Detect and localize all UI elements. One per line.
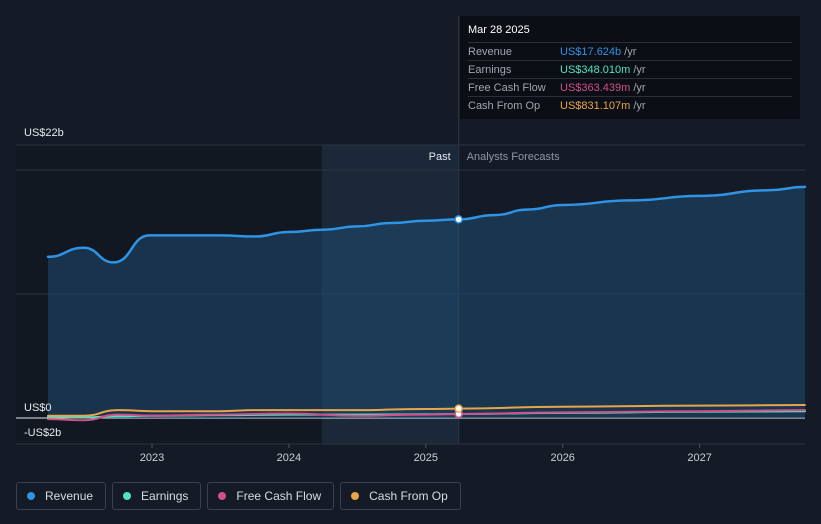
- series-line-revenue: [46, 185, 807, 264]
- past-label: Past: [429, 151, 451, 163]
- tooltip-label: Free Cash Flow: [468, 81, 546, 94]
- tooltip-label: Earnings: [468, 63, 512, 76]
- legend-label: Free Cash Flow: [236, 489, 322, 503]
- point-marker: [454, 404, 463, 413]
- y-axis-label: -US$2b: [24, 427, 61, 439]
- tooltip-value: US$363.439m: [560, 81, 631, 94]
- series-line-free-cash-flow: [47, 409, 806, 422]
- legend-dot-icon: [218, 492, 227, 500]
- tooltip-row-cash-from-op: Cash From Op US$831.107m /yr: [468, 96, 792, 114]
- series-line-cash-from-op: [47, 404, 806, 417]
- legend-label: Revenue: [45, 489, 94, 503]
- x-tick-label: 2027: [687, 452, 711, 464]
- tooltip-label: Cash From Op: [468, 99, 541, 112]
- tooltip-row-revenue: Revenue US$17.624b /yr: [468, 42, 792, 60]
- legend-dot-icon: [27, 492, 35, 500]
- legend-label: Cash From Op: [369, 489, 448, 503]
- tooltip-value: US$348.010m: [560, 63, 631, 76]
- legend: Revenue Earnings Free Cash Flow Cash Fro…: [16, 482, 461, 510]
- legend-item-cash-from-op[interactable]: Cash From Op: [340, 482, 461, 510]
- legend-item-earnings[interactable]: Earnings: [112, 482, 202, 510]
- tooltip-value: US$831.107m: [560, 99, 631, 112]
- tooltip-label: Revenue: [468, 45, 513, 58]
- x-tick-label: 2026: [550, 452, 574, 464]
- legend-label: Earnings: [141, 489, 189, 503]
- y-axis-label: US$22b: [24, 127, 64, 139]
- revenue-area: [48, 186, 805, 418]
- tooltip-row-free-cash-flow: Free Cash Flow US$363.439m /yr: [468, 78, 792, 96]
- tooltip-value: US$17.624b: [560, 45, 622, 58]
- point-marker: [454, 215, 463, 224]
- tooltip-date: Mar 28 2025: [468, 24, 530, 36]
- tooltip-unit: /yr: [633, 99, 646, 112]
- legend-item-revenue[interactable]: Revenue: [16, 482, 107, 510]
- tooltip: Mar 28 2025 Revenue US$17.624b /yr Earni…: [460, 16, 800, 119]
- forecast-label: Analysts Forecasts: [467, 151, 560, 163]
- x-tick-label: 2025: [414, 452, 438, 464]
- tooltip-row-earnings: Earnings US$348.010m /yr: [468, 60, 792, 78]
- legend-dot-icon: [351, 492, 360, 500]
- tooltip-unit: /yr: [624, 45, 637, 58]
- y-axis-label: US$0: [24, 402, 52, 414]
- legend-item-free-cash-flow[interactable]: Free Cash Flow: [207, 482, 335, 510]
- legend-dot-icon: [123, 492, 132, 500]
- tooltip-unit: /yr: [633, 81, 646, 94]
- x-tick-label: 2023: [140, 452, 164, 464]
- tooltip-unit: /yr: [633, 63, 646, 76]
- x-tick-label: 2024: [277, 452, 301, 464]
